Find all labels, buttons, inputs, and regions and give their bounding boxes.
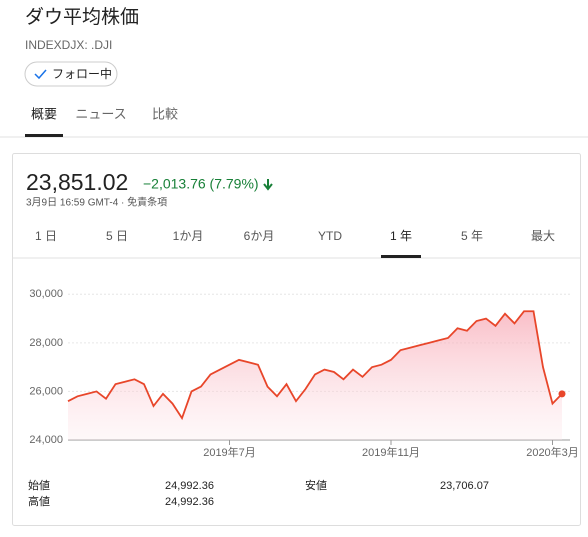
down-arrow <box>263 179 273 191</box>
price-line <box>67 310 563 421</box>
title: ダウ平均株価 <box>25 6 139 28</box>
stat-label: 高値 <box>28 494 50 508</box>
stat-value: 23,706.07 <box>440 480 489 492</box>
x-tick-label: 2019年11月 <box>362 445 420 459</box>
stat-label: 始値 <box>28 478 50 492</box>
y-tick-label: 24,000 <box>29 434 63 446</box>
range-tab[interactable]: 1 年 <box>390 229 412 243</box>
range-tab[interactable]: 最大 <box>531 229 555 243</box>
change: −2,013.76 (7.79%) <box>143 176 259 192</box>
stat-value: 24,992.36 <box>165 496 214 508</box>
symbol: INDEXDJX: .DJI <box>25 38 112 52</box>
range-tab[interactable]: 1か月 <box>173 229 204 243</box>
x-tick-label: 2020年3月 <box>526 445 579 459</box>
range-tab[interactable]: 5 年 <box>461 229 483 243</box>
timestamp: 3月9日 16:59 GMT-4 · 免責条項 <box>26 196 167 209</box>
range-tab[interactable]: 6か月 <box>244 229 275 243</box>
range-tab[interactable]: 5 日 <box>106 229 128 243</box>
price: 23,851.02 <box>26 169 128 195</box>
tab[interactable]: 概要 <box>31 106 57 121</box>
stat-value: 24,992.36 <box>165 480 214 492</box>
y-tick-label: 26,000 <box>29 385 63 397</box>
y-tick-label: 28,000 <box>29 337 63 349</box>
range-underline <box>381 255 421 258</box>
tab[interactable]: 比較 <box>152 106 178 121</box>
range-tab[interactable]: YTD <box>318 229 342 243</box>
check-icon <box>34 69 47 80</box>
stat-label: 安値 <box>305 478 327 492</box>
tab[interactable]: ニュース <box>75 106 126 121</box>
y-tick-label: 30,000 <box>29 288 63 300</box>
follow-button[interactable] <box>24 61 118 87</box>
tab-underline <box>25 134 63 137</box>
range-tab[interactable]: 1 日 <box>35 229 57 243</box>
last-point <box>558 390 566 398</box>
follow-label: フォロー中 <box>52 66 112 81</box>
x-tick-label: 2019年7月 <box>203 445 256 459</box>
